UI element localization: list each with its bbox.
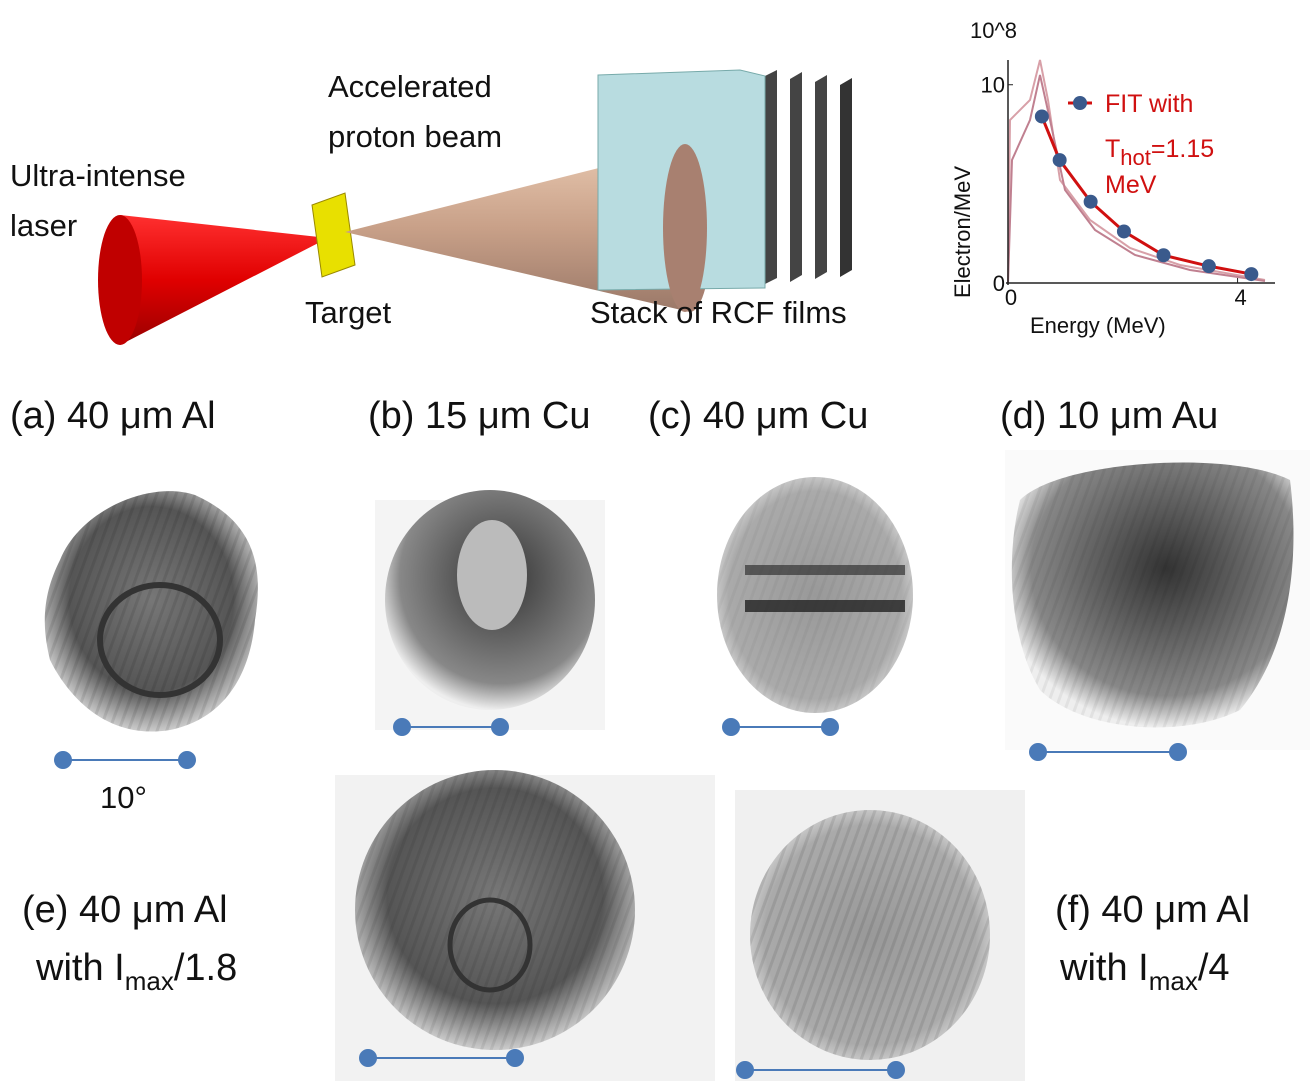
multiplier: 10^8 xyxy=(970,18,1017,43)
legend-sub: hot xyxy=(1120,145,1151,170)
data-point xyxy=(1053,153,1067,167)
panel-label: (c) 40 μm Cu xyxy=(648,395,868,437)
laser-label: Ultra-intense xyxy=(10,158,186,193)
label-sub: max xyxy=(1149,966,1198,996)
legend-text: Thot=1.15 xyxy=(1105,135,1214,170)
scale-label: 10° xyxy=(100,780,147,815)
legend-value: =1.15 xyxy=(1151,135,1214,163)
label-ratio: /4 xyxy=(1198,947,1230,989)
y-tick-label: 10 xyxy=(981,73,1005,98)
label-text: with I xyxy=(1059,947,1149,989)
label-text: with I xyxy=(35,947,125,989)
data-point xyxy=(1084,195,1098,209)
label-ratio: /1.8 xyxy=(174,947,237,989)
laser-base xyxy=(98,215,142,345)
legend-marker xyxy=(1073,96,1087,110)
panel-label: (a) 40 μm Al xyxy=(10,395,216,437)
data-point xyxy=(1157,248,1171,262)
panel-label: with Imax/1.8 xyxy=(35,947,237,996)
inset-chart: 10^8 Electron/MeV Energy (MeV) FIT with … xyxy=(950,18,1275,338)
legend-text: FIT with xyxy=(1105,90,1193,118)
stack-label: Stack of RCF films xyxy=(590,295,847,330)
panel-label: (b) 15 μm Cu xyxy=(368,395,591,437)
x-tick-label: 4 xyxy=(1234,285,1246,310)
data-point xyxy=(1035,109,1049,123)
panel-label: (d) 10 μm Au xyxy=(1000,395,1218,437)
label-sub: max xyxy=(125,966,174,996)
beam-label: proton beam xyxy=(328,119,502,154)
y-axis-label: Electron/MeV xyxy=(950,166,975,298)
data-point xyxy=(1244,267,1258,281)
data-point xyxy=(1117,224,1131,238)
panel-label: (f) 40 μm Al xyxy=(1055,889,1250,931)
laser-cone xyxy=(120,215,328,345)
figure: Ultra-intense laser Accelerated proton b… xyxy=(0,0,1310,1081)
panel-label: (e) 40 μm Al xyxy=(22,889,228,931)
x-axis-label: Energy (MeV) xyxy=(1030,313,1166,338)
film-stack xyxy=(598,70,852,312)
legend-t: T xyxy=(1105,135,1120,163)
target-label: Target xyxy=(305,295,392,330)
data-point xyxy=(1202,259,1216,273)
beam-label: Accelerated xyxy=(328,69,492,104)
x-tick-label: 0 xyxy=(1005,285,1017,310)
laser-label: laser xyxy=(10,208,77,243)
target xyxy=(312,193,355,277)
panel-label: with Imax/4 xyxy=(1059,947,1230,996)
y-tick-label: 0 xyxy=(993,271,1005,296)
legend-text: MeV xyxy=(1105,171,1157,199)
setup-diagram: Ultra-intense laser Accelerated proton b… xyxy=(10,69,852,345)
